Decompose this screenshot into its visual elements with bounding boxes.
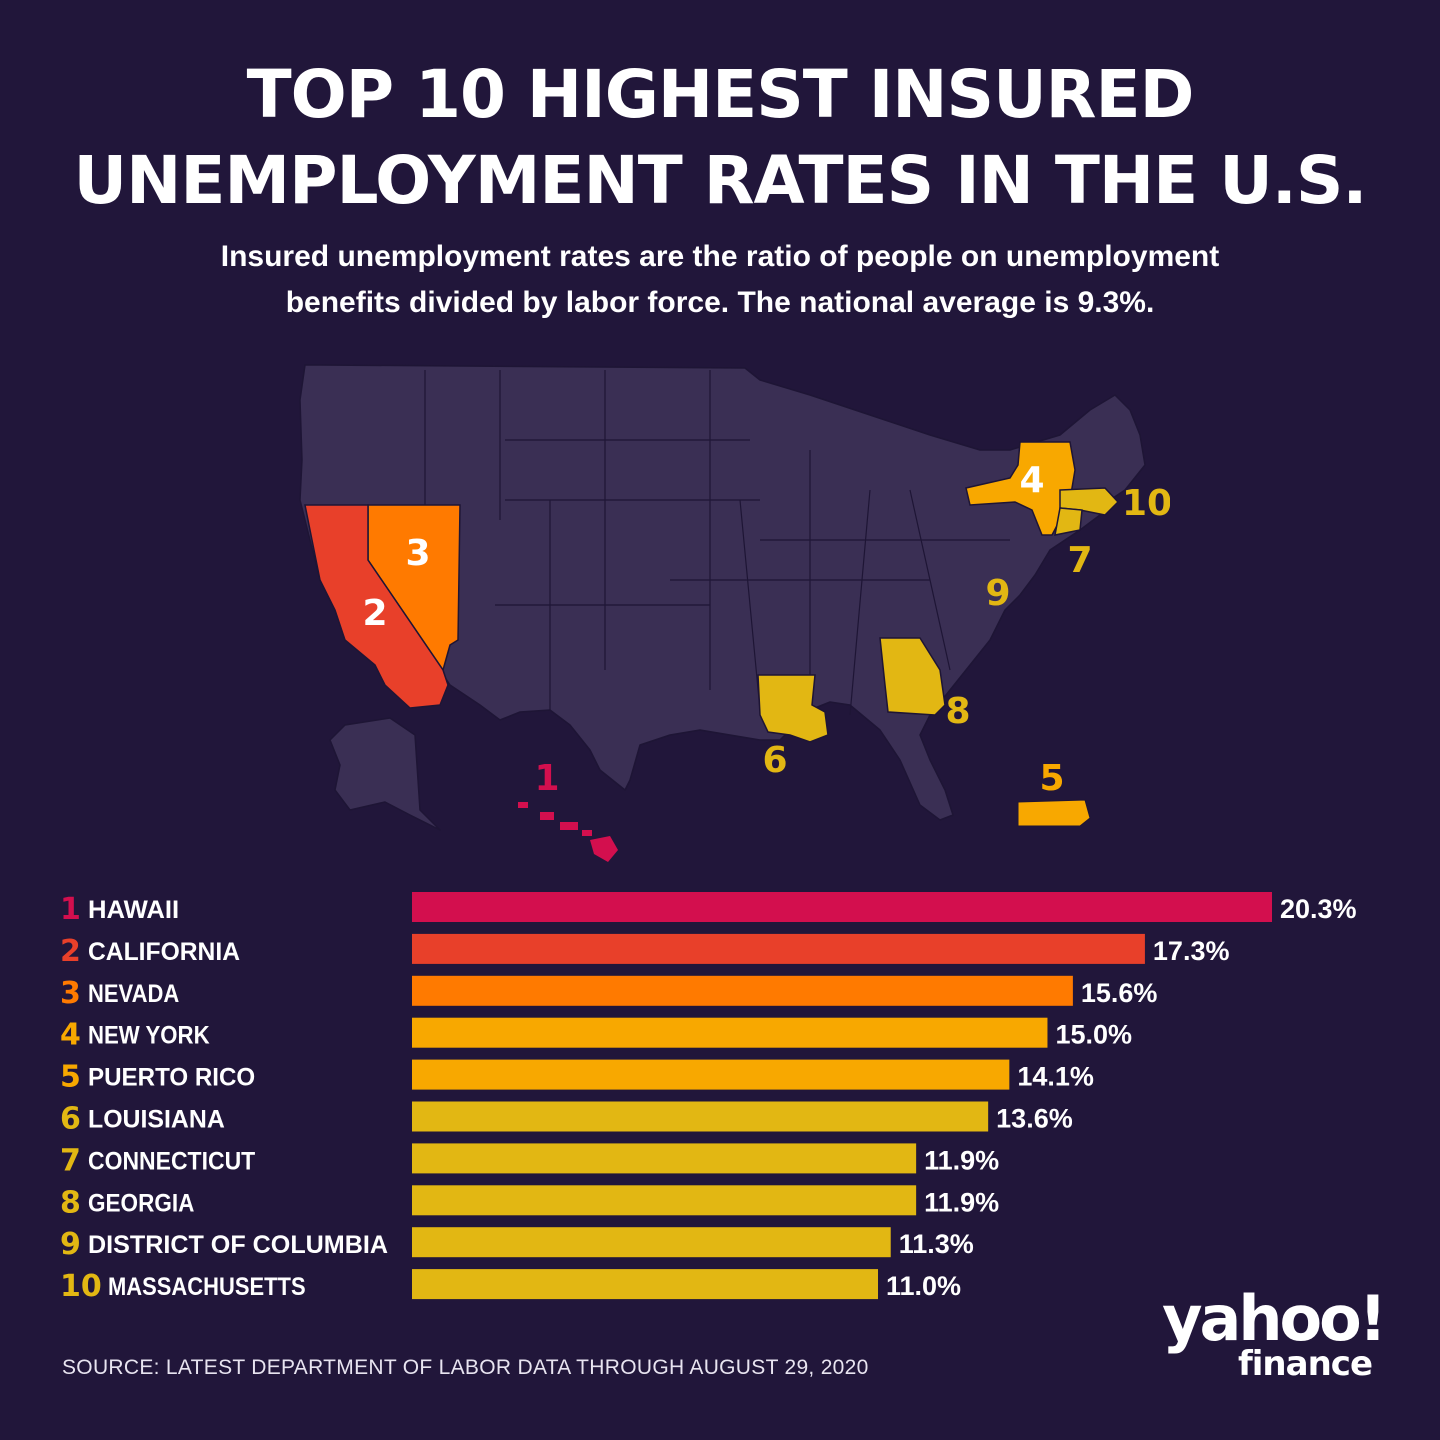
rank-label: 2 [60, 934, 81, 969]
category-label: CALIFORNIA [88, 938, 240, 966]
hawaii-shape [518, 802, 618, 862]
map-label-1: 1 [534, 758, 559, 799]
rank-label: 7 [60, 1143, 81, 1178]
category-label: PUERTO RICO [88, 1064, 255, 1092]
value-label: 11.9% [924, 1187, 999, 1217]
category-label: DISTRICT OF COLUMBIA [88, 1231, 388, 1259]
value-label: 13.6% [996, 1104, 1073, 1134]
rank-label: 3 [60, 976, 81, 1011]
puerto-rico-shape [1017, 799, 1091, 827]
value-label: 11.0% [886, 1271, 961, 1301]
bar [412, 1101, 989, 1132]
category-label: HAWAII [88, 896, 179, 924]
bar [412, 1143, 917, 1174]
map-label-4: 4 [1019, 460, 1044, 501]
subtitle-line-1: Insured unemployment rates are the ratio… [220, 240, 1220, 273]
value-label: 20.3% [1280, 894, 1357, 924]
bar [412, 1059, 1010, 1090]
source-note: SOURCE: LATEST DEPARTMENT OF LABOR DATA … [62, 1356, 869, 1379]
bar [412, 975, 1073, 1006]
page-subtitle: Insured unemployment rates are the ratio… [0, 234, 1440, 326]
value-label: 14.1% [1017, 1062, 1094, 1092]
bar [412, 933, 1145, 964]
alaska-shape [329, 717, 441, 831]
map-label-9: 9 [985, 573, 1010, 614]
rank-label: 9 [60, 1227, 81, 1262]
bar [412, 1227, 891, 1258]
map-label-2: 2 [362, 593, 387, 634]
title-line-2: UNEMPLOYMENT RATES IN THE U.S. [73, 142, 1368, 219]
map-label-8: 8 [945, 691, 970, 732]
bar [412, 1017, 1048, 1048]
bar [412, 892, 1272, 922]
category-label: NEVADA [88, 980, 179, 1008]
value-label: 15.0% [1055, 1020, 1132, 1050]
value-label: 11.3% [899, 1229, 974, 1259]
rank-label: 8 [60, 1185, 81, 1220]
category-label: LOUISIANA [88, 1106, 225, 1134]
bar [412, 1269, 879, 1300]
rank-label: 10 [60, 1269, 102, 1304]
california-shape [304, 504, 449, 709]
connecticut-shape [1054, 507, 1083, 536]
page-title: TOP 10 HIGHEST INSURED UNEMPLOYMENT RATE… [0, 52, 1440, 224]
yahoo-finance-logo: yahoo! finance [1128, 1288, 1388, 1388]
rank-label: 6 [60, 1102, 81, 1137]
new-york-shape [965, 441, 1076, 536]
map-label-7: 7 [1067, 540, 1092, 581]
georgia-shape [879, 637, 946, 716]
title-line-1: TOP 10 HIGHEST INSURED [246, 56, 1195, 133]
logo-yahoo-text: yahoo! [1162, 1282, 1387, 1355]
category-label: MASSACHUSETTS [108, 1273, 306, 1301]
rank-label: 5 [60, 1060, 81, 1095]
map-label-3: 3 [405, 533, 430, 574]
bar [412, 1185, 917, 1216]
rank-label: 4 [60, 1018, 81, 1053]
rank-label: 1 [60, 892, 81, 927]
map-label-5: 5 [1039, 758, 1064, 799]
map-rank-labels: 1 2 3 4 5 6 7 8 9 10 [362, 460, 1170, 799]
map-label-10: 10 [1122, 483, 1170, 524]
category-label: NEW YORK [88, 1022, 210, 1050]
value-label: 17.3% [1153, 936, 1230, 966]
us-map: 1 2 3 4 5 6 7 8 9 10 [299, 364, 1170, 862]
bar-chart: 1 HAWAII 20.3% 2 CALIFORNIA 17.3% 3 NEVADA 15.6%… [60, 892, 1357, 1304]
value-label: 15.6% [1081, 978, 1158, 1008]
subtitle-line-2: benefits divided by labor force. The nat… [285, 286, 1155, 319]
value-label: 11.9% [924, 1145, 999, 1175]
category-label: CONNECTICUT [88, 1147, 255, 1175]
map-label-6: 6 [762, 740, 787, 781]
logo-finance-text: finance [1237, 1344, 1373, 1384]
louisiana-shape [757, 674, 829, 743]
category-label: GEORGIA [88, 1189, 194, 1217]
state-borders [424, 370, 1010, 720]
